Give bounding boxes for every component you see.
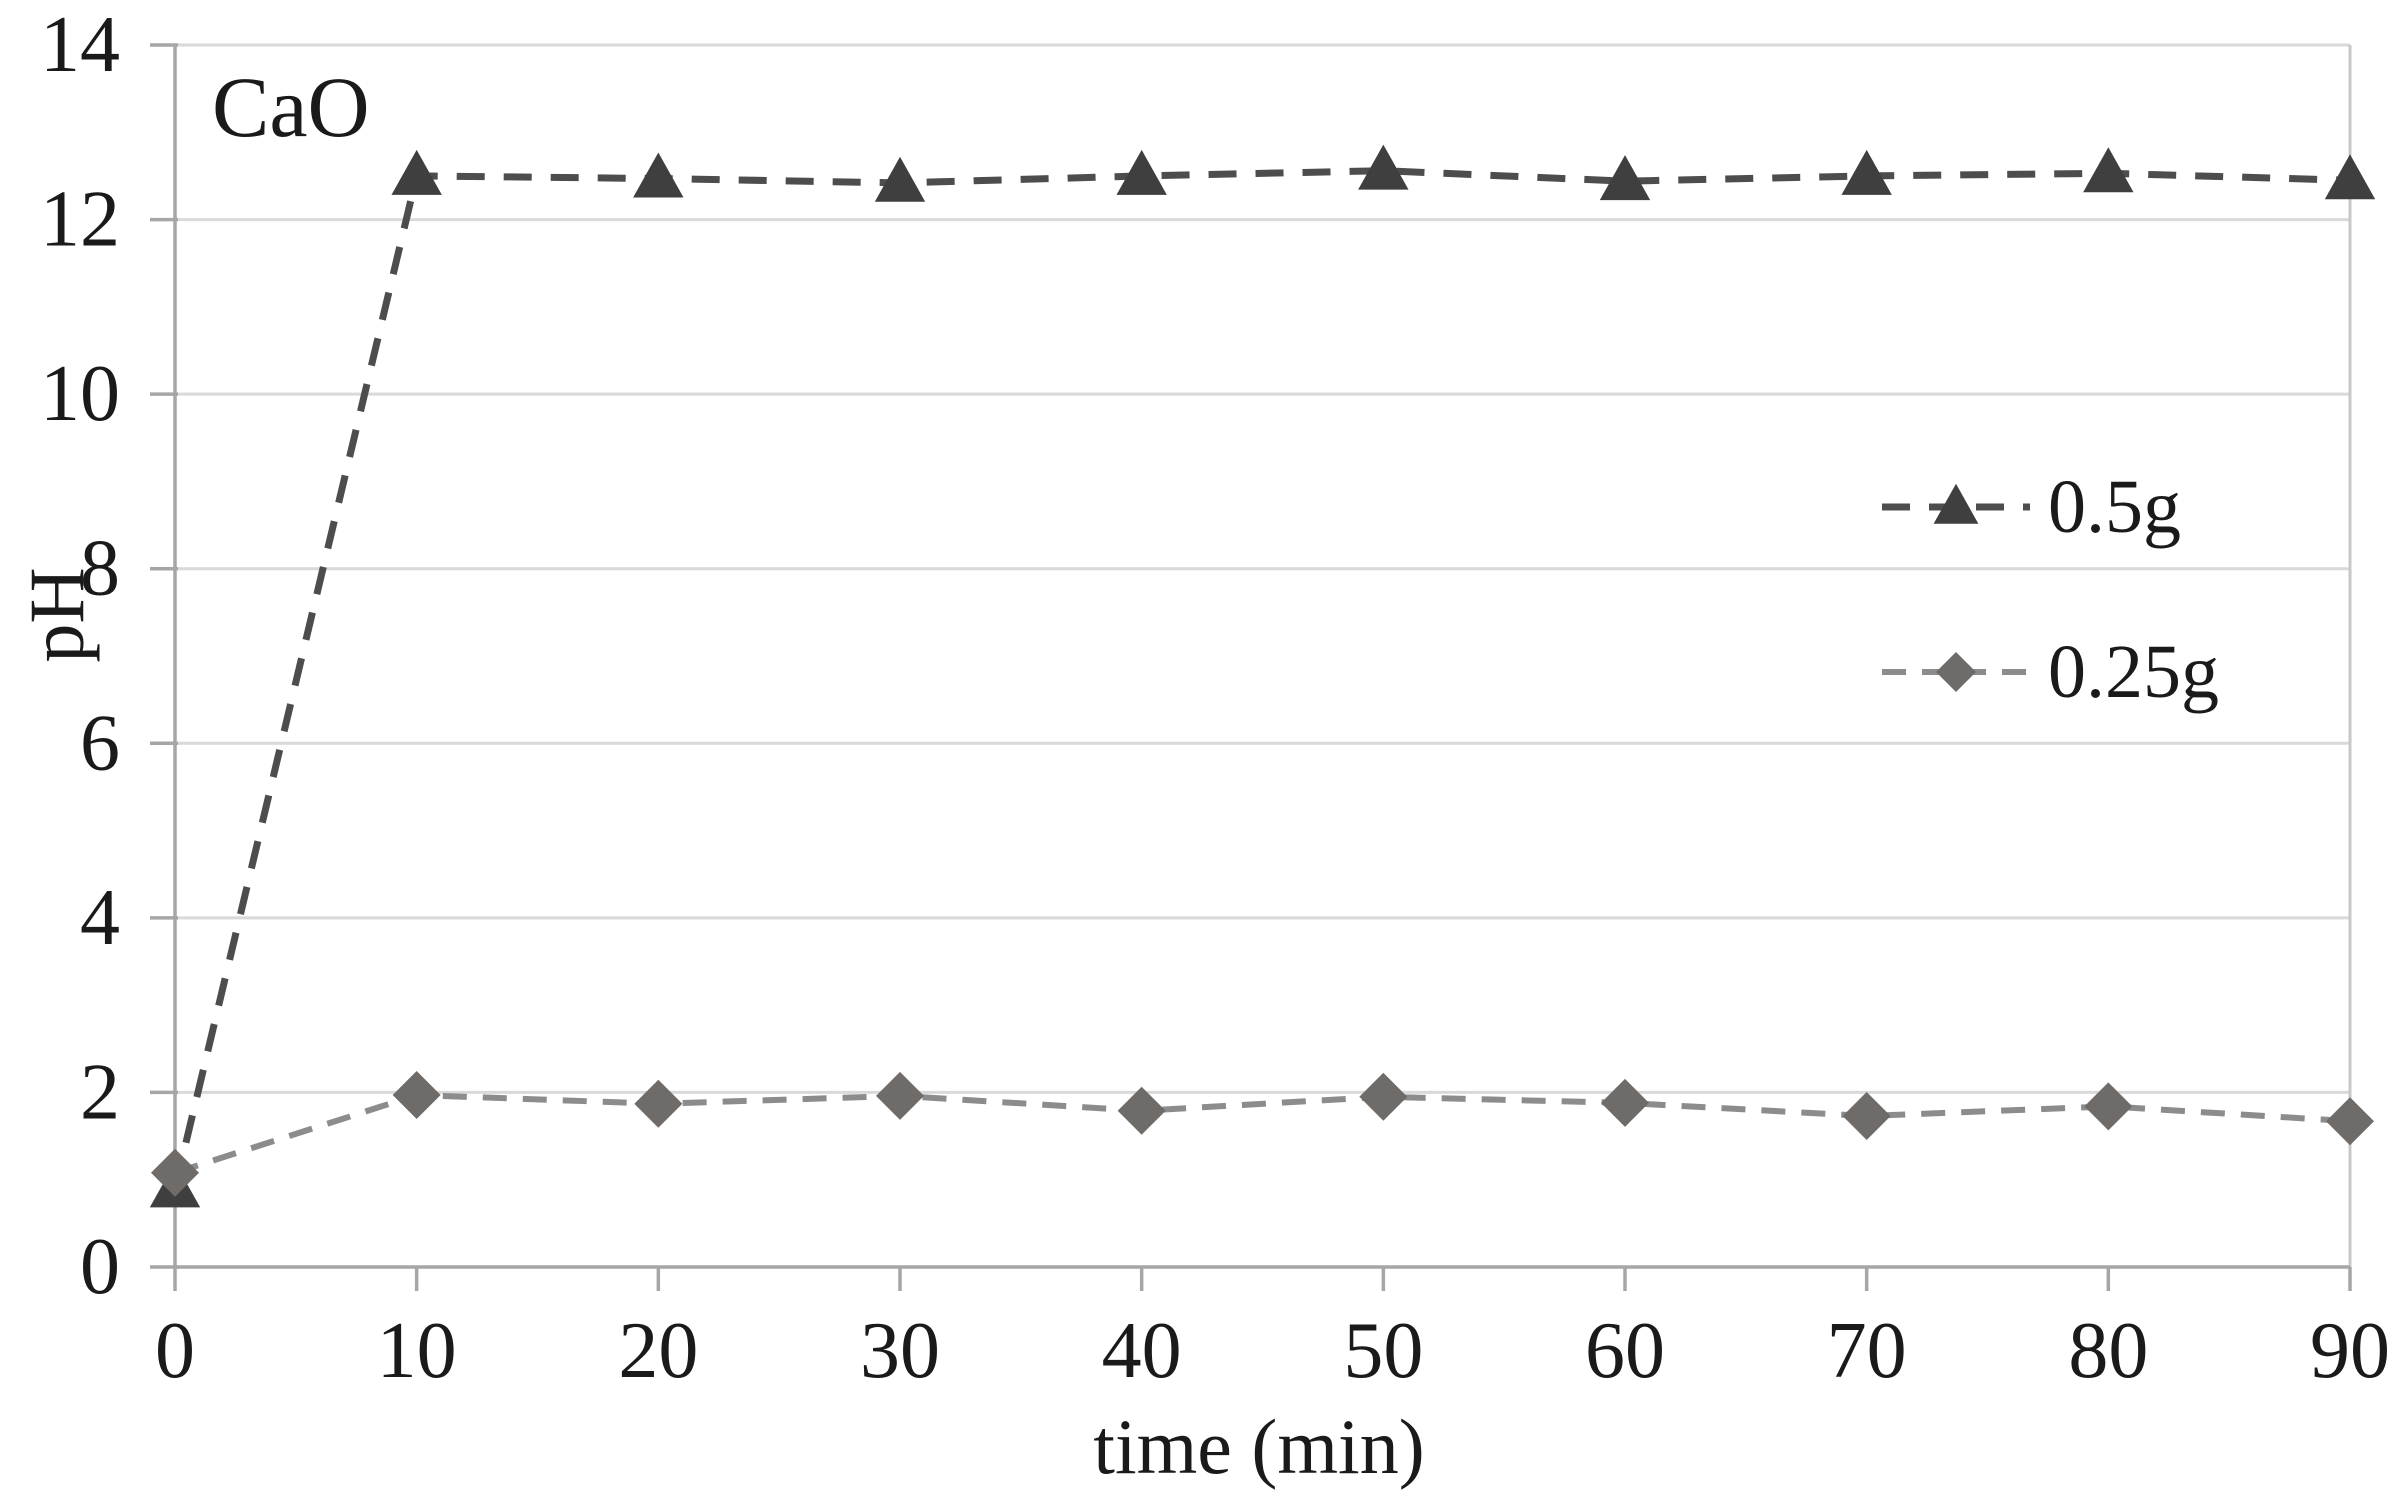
x-tick-label-30: 30 bbox=[860, 1307, 940, 1395]
x-tick-label-60: 60 bbox=[1585, 1307, 1665, 1395]
legend-line-sample-05g bbox=[1882, 483, 2030, 524]
legend-entry-025g: 0.25g bbox=[1880, 634, 2219, 710]
diamond-marker-025g-x80 bbox=[2084, 1082, 2133, 1131]
y-tick-label-10: 10 bbox=[40, 350, 120, 438]
x-tick-label-50: 50 bbox=[1343, 1307, 1423, 1395]
legend-label-025g: 0.25g bbox=[2048, 630, 2219, 714]
x-tick-label-10: 10 bbox=[377, 1307, 457, 1395]
x-tick-label-0: 0 bbox=[155, 1307, 195, 1395]
legend-label-05g: 0.5g bbox=[2048, 465, 2181, 549]
y-tick-label-4: 4 bbox=[80, 874, 120, 962]
series-025g bbox=[151, 1071, 2374, 1197]
diamond-marker-025g-x0 bbox=[151, 1148, 199, 1197]
x-tick-label-90: 90 bbox=[2310, 1307, 2390, 1395]
diamond-marker-025g-x70 bbox=[1842, 1091, 1891, 1140]
y-tick-label-6: 6 bbox=[80, 699, 120, 787]
legend-line-sample-025g bbox=[1882, 652, 2030, 692]
triangle-marker-05g-x30 bbox=[874, 156, 926, 202]
triangle-marker-05g-x60 bbox=[1599, 155, 1651, 201]
diamond-marker-025g-x10 bbox=[392, 1071, 441, 1120]
x-tick-label-80: 80 bbox=[2068, 1307, 2148, 1395]
y-tick-label-12: 12 bbox=[40, 176, 120, 264]
y-tick-label-2: 2 bbox=[80, 1048, 120, 1136]
x-tick-label-40: 40 bbox=[1102, 1307, 1182, 1395]
series-05g bbox=[149, 144, 2376, 1208]
x-axis-title: time (min) bbox=[1093, 1403, 1425, 1490]
triangle-marker-legend bbox=[1933, 483, 1979, 524]
series-05g-line bbox=[171, 167, 2351, 1190]
triangle-marker-05g-x10 bbox=[391, 149, 442, 195]
triangle-marker-05g-x90 bbox=[2324, 154, 2376, 200]
diamond-marker-legend bbox=[1936, 652, 1976, 692]
triangle-marker-05g-x20 bbox=[633, 152, 684, 198]
diamond-marker-025g-x60 bbox=[1601, 1078, 1649, 1127]
y-axis-title: pH bbox=[13, 567, 100, 663]
triangle-marker-05g-x70 bbox=[1841, 149, 1892, 195]
triangle-marker-05g-x40 bbox=[1116, 149, 1167, 195]
chart-title: CaO bbox=[212, 59, 370, 155]
triangle-marker-05g-x80 bbox=[2083, 147, 2134, 193]
diamond-marker-025g-x50 bbox=[1359, 1072, 1408, 1121]
x-tick-label-70: 70 bbox=[1827, 1307, 1907, 1395]
series-025g-line bbox=[174, 1092, 2351, 1176]
triangle-marker-05g-x50 bbox=[1358, 144, 1409, 190]
diamond-marker-025g-x30 bbox=[876, 1071, 924, 1120]
diamond-marker-025g-x20 bbox=[634, 1079, 683, 1128]
diamond-marker-025g-x40 bbox=[1117, 1086, 1166, 1135]
y-tick-label-0: 0 bbox=[80, 1223, 120, 1311]
y-tick-label-8: 8 bbox=[80, 525, 120, 613]
x-tick-label-20: 20 bbox=[618, 1307, 698, 1395]
diamond-marker-025g-x90 bbox=[2326, 1097, 2374, 1146]
legend-entry-05g: 0.5g bbox=[1880, 469, 2181, 545]
y-tick-label-14: 14 bbox=[40, 1, 120, 89]
